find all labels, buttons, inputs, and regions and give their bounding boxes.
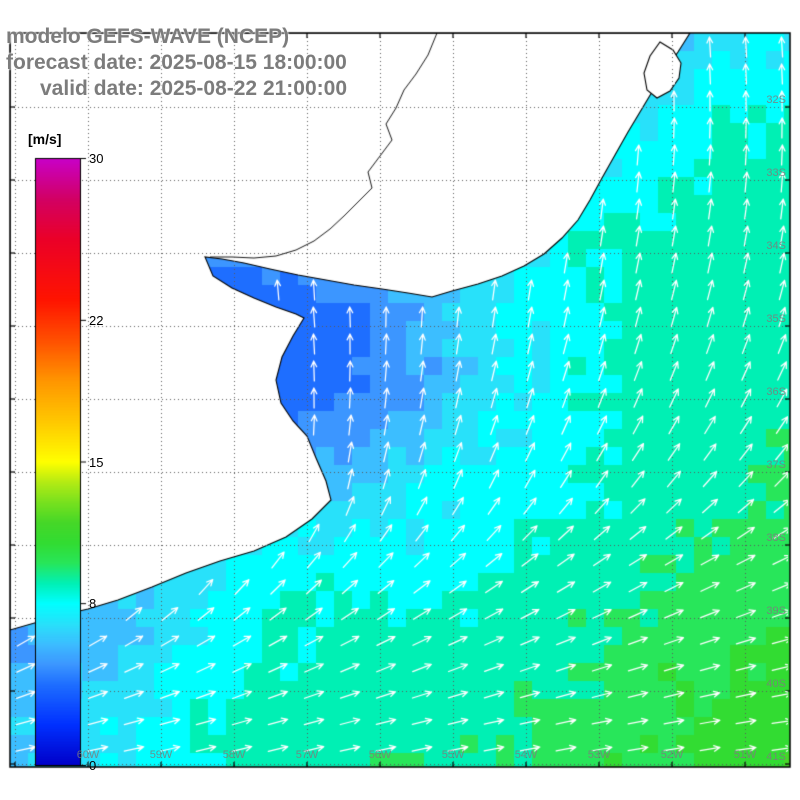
latitude-label: 33S bbox=[766, 167, 786, 179]
longitude-label: 54W bbox=[514, 749, 538, 761]
longitude-label: 59W bbox=[149, 749, 173, 761]
longitude-label: 58W bbox=[222, 749, 246, 761]
colorbar-tick-label: 30 bbox=[89, 151, 104, 166]
colorbar-tick-label: 22 bbox=[89, 312, 104, 328]
latitude-label: 38S bbox=[766, 532, 786, 544]
model-title: modelo GEFS-WAVE (NCEP) bbox=[6, 25, 290, 48]
latitude-label: 40S bbox=[766, 678, 786, 690]
latitude-label: 37S bbox=[766, 459, 786, 471]
colorbar-tick-label: 0 bbox=[89, 758, 97, 773]
latitude-label: 32S bbox=[766, 94, 786, 106]
longitude-label: 51W bbox=[733, 749, 757, 761]
longitude-label: 52W bbox=[660, 749, 684, 761]
latitude-label: 39S bbox=[766, 605, 786, 617]
longitude-label: 56W bbox=[368, 749, 392, 761]
longitude-label: 60W bbox=[76, 749, 100, 761]
longitude-label: 53W bbox=[587, 749, 611, 761]
longitude-label: 55W bbox=[441, 749, 465, 761]
latitude-label: 41S bbox=[766, 751, 786, 763]
valid-date: valid date: 2025-08-22 21:00:00 bbox=[40, 77, 348, 100]
forecast-date: forecast date: 2025-08-15 18:00:00 bbox=[6, 51, 347, 74]
colorbar-tick-label: 8 bbox=[89, 596, 97, 612]
title-block: modelo GEFS-WAVE (NCEP) forecast date: 2… bbox=[6, 24, 347, 102]
colorbar-tick-label: 15 bbox=[89, 454, 104, 470]
latitude-label: 35S bbox=[766, 313, 786, 325]
longitude-label: 57W bbox=[295, 749, 319, 761]
latitude-label: 34S bbox=[766, 240, 786, 252]
latitude-label: 36S bbox=[766, 386, 786, 398]
colorbar-unit-label: [m/s] bbox=[28, 131, 62, 147]
